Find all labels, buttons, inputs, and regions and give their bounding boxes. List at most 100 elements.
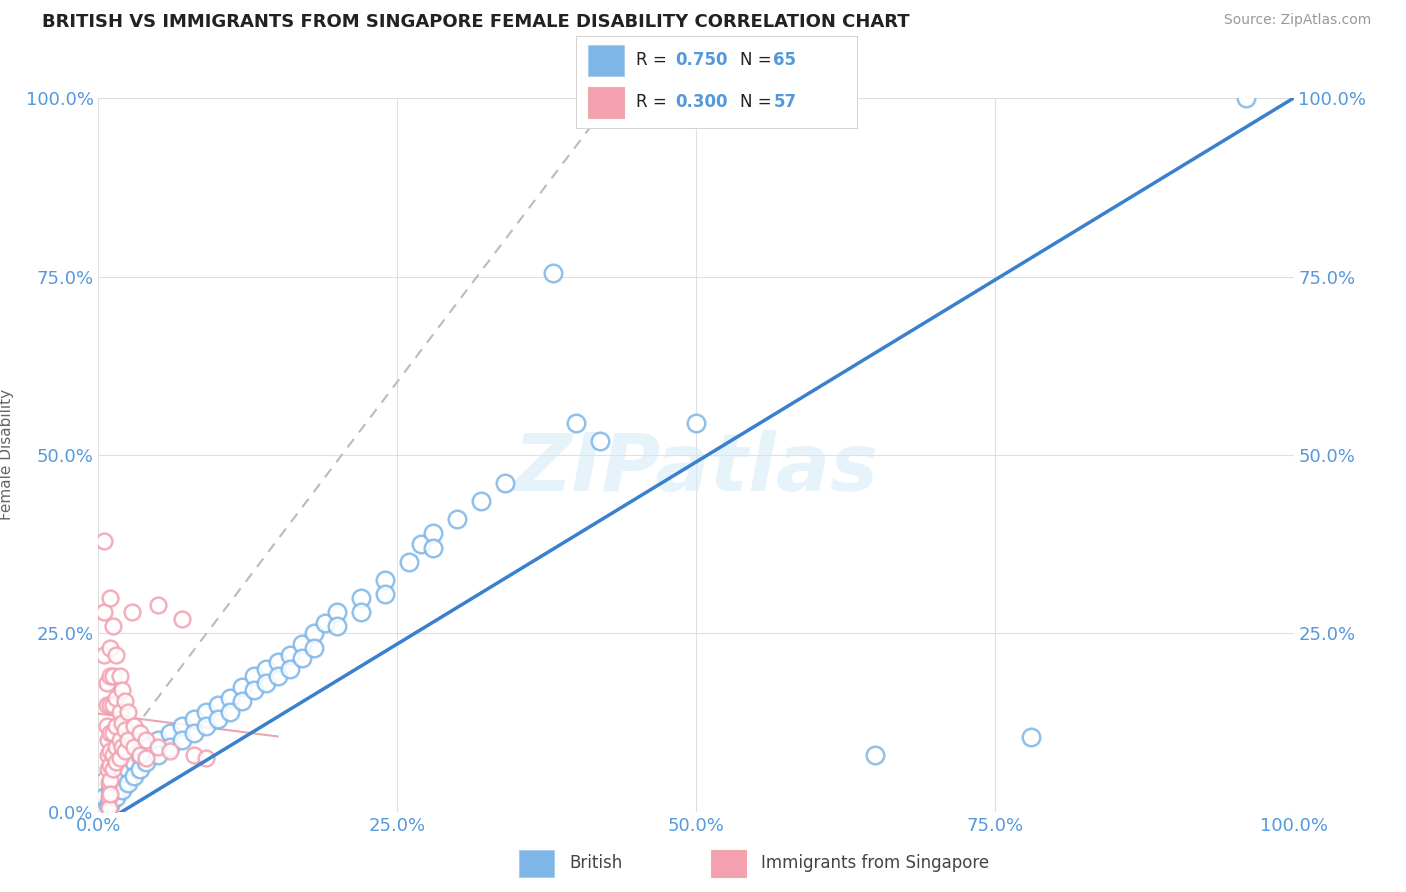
- Point: [117, 705, 139, 719]
- FancyBboxPatch shape: [588, 45, 624, 76]
- Point: [863, 747, 887, 762]
- Point: [302, 626, 325, 640]
- Point: [135, 740, 157, 755]
- Point: [108, 733, 131, 747]
- Point: [219, 705, 242, 719]
- Point: [108, 705, 131, 719]
- Point: [124, 755, 146, 769]
- Text: 65: 65: [773, 51, 796, 69]
- Point: [111, 715, 134, 730]
- Point: [124, 719, 146, 733]
- Point: [105, 790, 128, 805]
- Text: 0.750: 0.750: [675, 51, 727, 69]
- Point: [97, 733, 120, 747]
- Point: [124, 769, 146, 783]
- Point: [101, 698, 124, 712]
- Point: [243, 683, 266, 698]
- Text: British: British: [569, 855, 623, 872]
- Point: [172, 612, 194, 626]
- Point: [194, 705, 218, 719]
- Point: [422, 541, 444, 555]
- Point: [254, 662, 277, 676]
- Point: [93, 790, 115, 805]
- Point: [98, 726, 122, 740]
- Point: [121, 605, 143, 619]
- Point: [565, 416, 588, 430]
- Point: [183, 712, 205, 726]
- Text: ZIPatlas: ZIPatlas: [513, 430, 879, 508]
- Point: [98, 698, 122, 712]
- Point: [207, 712, 229, 726]
- Point: [97, 747, 120, 762]
- Point: [470, 494, 492, 508]
- Point: [207, 698, 229, 712]
- FancyBboxPatch shape: [519, 850, 554, 877]
- Point: [101, 669, 124, 683]
- Point: [350, 605, 373, 619]
- Text: N =: N =: [740, 93, 776, 112]
- Point: [172, 719, 194, 733]
- Point: [278, 662, 301, 676]
- Text: Source: ZipAtlas.com: Source: ZipAtlas.com: [1223, 13, 1371, 28]
- Point: [194, 751, 218, 765]
- Text: Immigrants from Singapore: Immigrants from Singapore: [762, 855, 990, 872]
- Point: [93, 605, 115, 619]
- Point: [589, 434, 612, 448]
- Point: [1019, 730, 1042, 744]
- Text: N =: N =: [740, 51, 776, 69]
- Point: [148, 598, 170, 612]
- Point: [124, 740, 146, 755]
- Point: [98, 801, 121, 815]
- Point: [411, 537, 433, 551]
- Point: [183, 726, 205, 740]
- Point: [96, 676, 118, 690]
- Point: [129, 747, 152, 762]
- Text: R =: R =: [636, 93, 672, 112]
- Point: [105, 740, 128, 755]
- Point: [159, 740, 181, 755]
- Point: [114, 744, 136, 758]
- Point: [302, 640, 325, 655]
- Point: [96, 719, 118, 733]
- Point: [105, 776, 128, 790]
- Point: [98, 787, 122, 801]
- FancyBboxPatch shape: [576, 36, 858, 129]
- Point: [98, 772, 122, 787]
- Point: [117, 776, 139, 790]
- Point: [96, 698, 118, 712]
- Point: [685, 416, 707, 430]
- Point: [315, 615, 337, 630]
- Point: [172, 733, 194, 747]
- Point: [98, 790, 121, 805]
- Point: [93, 533, 115, 548]
- Point: [101, 762, 124, 776]
- Point: [135, 755, 157, 769]
- Point: [374, 573, 396, 587]
- Point: [105, 719, 128, 733]
- Point: [98, 640, 122, 655]
- Point: [494, 476, 516, 491]
- Point: [93, 648, 115, 662]
- Point: [194, 719, 218, 733]
- Point: [374, 587, 396, 601]
- Point: [129, 762, 152, 776]
- Point: [183, 747, 205, 762]
- Point: [105, 755, 128, 769]
- Point: [291, 637, 314, 651]
- Point: [148, 733, 170, 747]
- Point: [98, 744, 122, 758]
- Point: [105, 648, 128, 662]
- Text: R =: R =: [636, 51, 672, 69]
- FancyBboxPatch shape: [711, 850, 747, 877]
- Point: [398, 555, 420, 569]
- Point: [541, 266, 564, 280]
- Point: [243, 669, 266, 683]
- Point: [111, 783, 134, 797]
- FancyBboxPatch shape: [588, 87, 624, 118]
- Point: [267, 655, 290, 669]
- Point: [135, 751, 157, 765]
- Point: [98, 783, 122, 797]
- Point: [159, 744, 181, 758]
- Point: [148, 747, 170, 762]
- Point: [114, 723, 136, 737]
